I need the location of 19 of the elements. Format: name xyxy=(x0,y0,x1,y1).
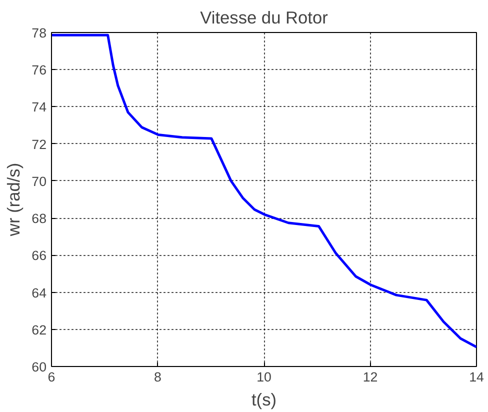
x-tick-label: 12 xyxy=(362,370,378,384)
x-tick-label: 8 xyxy=(154,370,162,384)
x-tick-label: 14 xyxy=(469,370,484,384)
y-tick-label: 74 xyxy=(32,100,48,115)
x-tick-label: 6 xyxy=(48,370,56,384)
y-tick-label: 68 xyxy=(32,211,47,226)
y-axis-title: wr (rad/s) xyxy=(4,162,24,238)
y-tick-label: 66 xyxy=(32,248,47,264)
chart-title: Vitesse du Rotor xyxy=(200,8,328,28)
y-tick-label: 60 xyxy=(32,360,47,374)
y-tick-label: 70 xyxy=(32,174,47,189)
x-axis-title: t(s) xyxy=(251,390,277,410)
y-tick-label: 78 xyxy=(32,26,47,40)
y-tick-label: 64 xyxy=(32,285,48,300)
y-tick-label: 62 xyxy=(32,322,47,338)
y-tick-label: 72 xyxy=(32,136,47,152)
line-series xyxy=(52,34,476,348)
x-tick-label: 10 xyxy=(256,370,272,384)
y-tick-label: 76 xyxy=(32,62,47,78)
